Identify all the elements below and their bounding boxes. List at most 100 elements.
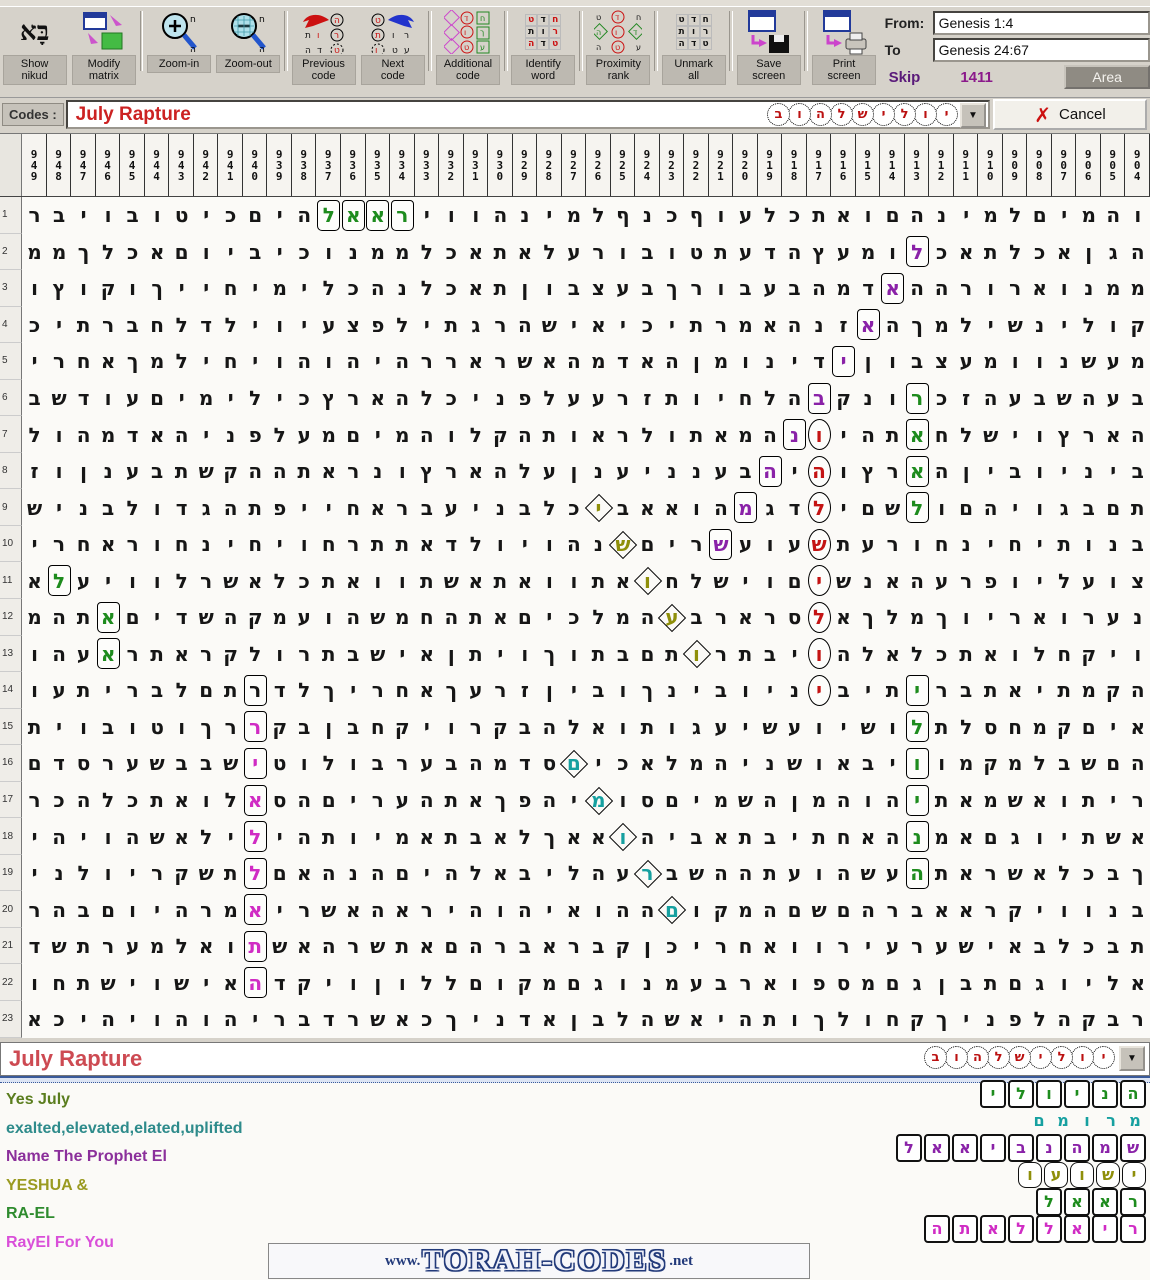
matrix-cell[interactable]: ו: [55, 422, 63, 447]
matrix-cell[interactable]: ל: [960, 422, 973, 447]
matrix-cell[interactable]: ר: [960, 568, 973, 593]
matrix-cell[interactable]: א: [149, 422, 165, 447]
matrix-cell[interactable]: ה: [517, 312, 532, 337]
matrix-cell[interactable]: ש: [198, 459, 214, 484]
matrix-cell[interactable]: כ: [445, 239, 457, 264]
matrix-cell[interactable]: א: [983, 641, 998, 666]
matrix-cell[interactable]: ך: [1131, 861, 1144, 886]
matrix-cell[interactable]: ו: [791, 1007, 798, 1032]
matrix-cell[interactable]: ש: [370, 605, 386, 630]
matrix-cell[interactable]: ב: [960, 970, 973, 995]
matrix-cell[interactable]: נ: [986, 1007, 996, 1032]
matrix-cell[interactable]: ת: [934, 788, 949, 813]
matrix-cell[interactable]: ו: [889, 386, 897, 410]
matrix-cell[interactable]: ה: [910, 568, 924, 593]
matrix-cell[interactable]: ל: [960, 312, 973, 337]
matrix-cell[interactable]: ם: [248, 203, 263, 228]
matrix-cell[interactable]: ה: [370, 276, 385, 301]
matrix-cell[interactable]: ש: [1007, 312, 1023, 337]
highlighted-code-letter[interactable]: ר: [243, 711, 267, 743]
matrix-cell[interactable]: א: [517, 239, 533, 264]
matrix-cell[interactable]: ר: [102, 312, 115, 337]
matrix-cell[interactable]: ה: [542, 788, 557, 813]
matrix-cell[interactable]: ר: [886, 897, 899, 922]
matrix-cell[interactable]: ם: [150, 386, 165, 410]
matrix-cell[interactable]: ס: [787, 605, 802, 630]
matrix-cell[interactable]: ר: [592, 239, 605, 264]
highlighted-code-letter[interactable]: ל: [905, 711, 929, 743]
matrix-cell[interactable]: י: [203, 203, 210, 228]
matrix-cell[interactable]: י: [276, 824, 283, 849]
matrix-cell[interactable]: ר: [445, 459, 458, 484]
matrix-cell[interactable]: א: [880, 270, 905, 307]
matrix-cell[interactable]: מ: [983, 788, 998, 813]
matrix-cell[interactable]: פ: [812, 970, 826, 995]
matrix-cell[interactable]: ל: [911, 641, 924, 666]
matrix-cell[interactable]: ו: [1036, 422, 1044, 447]
matrix-cell[interactable]: ד: [617, 349, 629, 374]
matrix-cell[interactable]: ע: [76, 641, 91, 666]
matrix-cell[interactable]: ה: [910, 276, 924, 301]
matrix-cell[interactable]: נ: [667, 459, 677, 484]
matrix-cell[interactable]: ר: [1009, 276, 1022, 301]
matrix-cell[interactable]: א: [345, 897, 361, 922]
matrix-cell[interactable]: ת: [1130, 495, 1145, 520]
matrix-cell[interactable]: א: [370, 495, 386, 520]
matrix-cell[interactable]: ה: [223, 605, 238, 630]
matrix-cell[interactable]: י: [693, 934, 700, 959]
matrix-cell[interactable]: ו: [1060, 605, 1068, 630]
matrix-cell[interactable]: ל: [420, 239, 433, 264]
matrix-cell[interactable]: ר: [837, 934, 850, 959]
matrix-cell[interactable]: ם: [640, 641, 655, 666]
matrix-cell[interactable]: י: [669, 312, 675, 337]
matrix-cell[interactable]: א: [370, 386, 386, 410]
highlighted-code-letter[interactable]: ר: [390, 199, 414, 231]
matrix-cell[interactable]: ס: [836, 970, 851, 995]
matrix-cell[interactable]: נ: [79, 495, 89, 520]
matrix-cell[interactable]: מ: [100, 422, 116, 447]
matrix-cell[interactable]: ק: [1130, 312, 1146, 337]
matrix-cell[interactable]: ש: [1081, 349, 1097, 374]
matrix-cell[interactable]: נ: [790, 678, 800, 703]
matrix-cell[interactable]: ק: [223, 459, 239, 484]
matrix-cell[interactable]: ת: [444, 788, 459, 813]
matrix-cell[interactable]: מ: [664, 970, 680, 995]
matrix-cell[interactable]: מ: [713, 349, 729, 374]
matrix-cell[interactable]: א: [566, 824, 582, 849]
matrix-cell[interactable]: ן: [962, 459, 970, 484]
matrix-cell[interactable]: פ: [371, 312, 385, 337]
matrix-cell[interactable]: א: [96, 599, 121, 636]
matrix-cell[interactable]: א: [493, 824, 508, 849]
highlighted-code-letter[interactable]: ה: [243, 967, 267, 999]
matrix-cell[interactable]: ה: [1130, 678, 1145, 703]
matrix-cell[interactable]: ע: [125, 934, 140, 959]
matrix-cell[interactable]: ל: [690, 568, 703, 593]
matrix-cell[interactable]: נ: [765, 751, 775, 776]
matrix-cell[interactable]: ך: [641, 678, 654, 703]
matrix-cell[interactable]: נ: [782, 416, 807, 453]
matrix-cell[interactable]: י: [963, 203, 970, 228]
highlighted-code-letter[interactable]: י: [807, 674, 831, 706]
matrix-cell[interactable]: י: [619, 312, 626, 337]
matrix-cell[interactable]: ן: [447, 641, 455, 666]
matrix-cell[interactable]: ת: [174, 459, 189, 484]
matrix-cell[interactable]: ב: [911, 897, 924, 922]
matrix-cell[interactable]: י: [203, 422, 210, 447]
matrix-cell[interactable]: ה: [346, 605, 361, 630]
matrix-cell[interactable]: ת: [836, 532, 851, 557]
matrix-cell[interactable]: ב: [1033, 386, 1046, 410]
matrix-cell[interactable]: ב: [861, 751, 875, 776]
highlighted-code-letter[interactable]: א: [366, 199, 390, 231]
matrix-cell[interactable]: מ: [811, 788, 827, 813]
matrix-cell[interactable]: ב: [347, 714, 360, 739]
matrix-cell[interactable]: ה: [836, 641, 851, 666]
matrix-cell[interactable]: ח: [150, 312, 164, 337]
highlighted-code-letter[interactable]: ל: [243, 821, 267, 853]
highlighted-code-letter[interactable]: א: [881, 272, 905, 304]
matrix-cell[interactable]: ח: [934, 532, 949, 557]
matrix-cell[interactable]: י: [693, 788, 700, 813]
matrix-cell[interactable]: ע: [714, 459, 728, 484]
matrix-cell[interactable]: ע: [885, 934, 900, 959]
